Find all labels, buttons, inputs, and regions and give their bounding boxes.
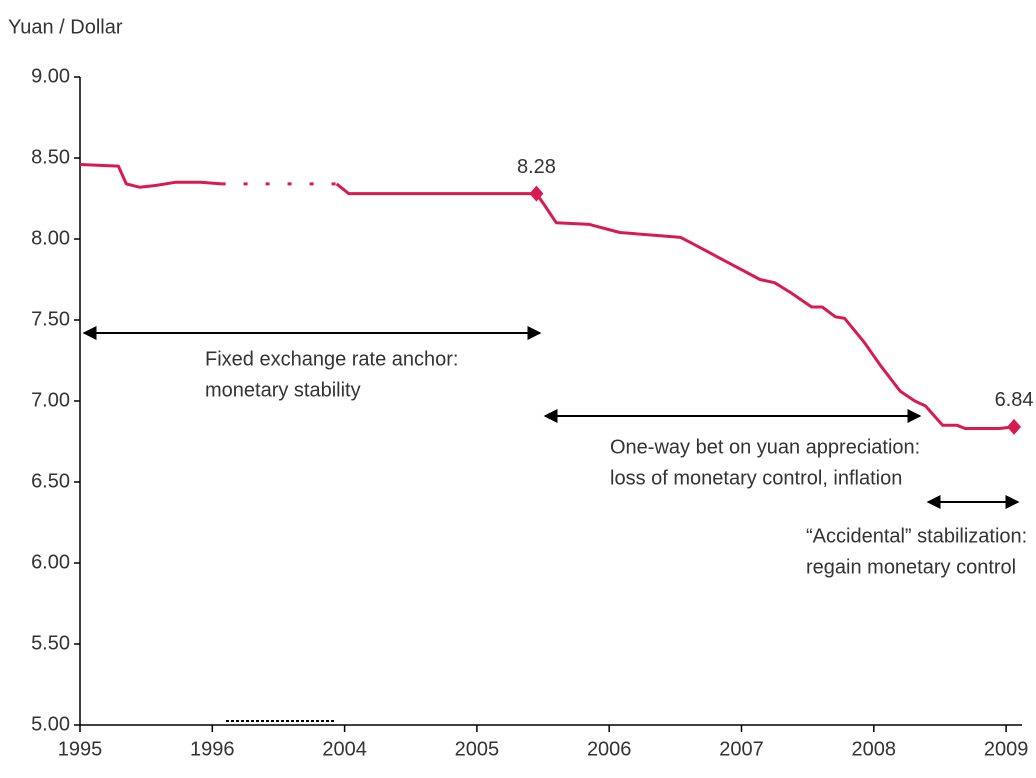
y-tick-label: 5.50 [31,632,70,654]
y-tick-label: 8.50 [31,146,70,168]
data-label: 8.28 [517,156,556,178]
y-tick-label: 6.00 [31,551,70,573]
data-line [79,163,1015,430]
x-tick-label: 2008 [852,738,897,760]
annotation: regain monetary control [806,556,1016,578]
annotation: monetary stability [205,379,361,401]
x-tick-label: 2009 [984,738,1029,760]
y-tick-label: 7.00 [31,389,70,411]
x-tick-label: 1995 [58,738,103,760]
x-tick-label: 2006 [587,738,632,760]
annotation: Fixed exchange rate anchor: [205,348,459,370]
point-marker [529,185,544,202]
annotation: loss of monetary control, inflation [610,467,902,489]
x-tick-label: 1996 [190,738,235,760]
x-tick-label: 2005 [455,738,500,760]
point-marker [1007,418,1022,435]
y-tick-label: 8.00 [31,227,70,249]
data-label: 6.84 [995,389,1034,411]
annotation: “Accidental” stabilization: [806,525,1027,547]
x-tick-label: 2007 [719,738,764,760]
annotation: One-way bet on yuan appreciation: [610,436,920,458]
y-tick-label: 5.00 [31,713,70,735]
y-tick-label: 9.00 [31,65,70,87]
y-tick-label: 7.50 [31,308,70,330]
x-tick-label: 2004 [322,738,367,760]
y-axis-label: Yuan / Dollar [8,16,123,38]
y-tick-label: 6.50 [31,470,70,492]
